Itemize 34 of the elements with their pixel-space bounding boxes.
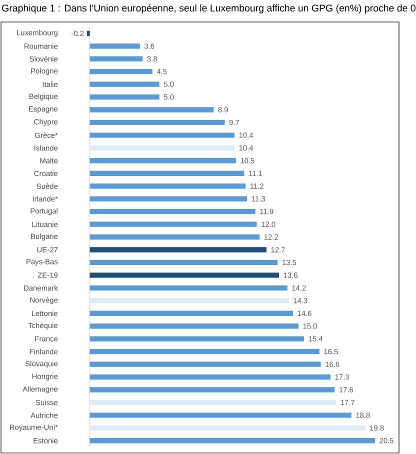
bar	[90, 82, 160, 87]
bar	[90, 145, 235, 151]
bar	[90, 310, 293, 316]
bar	[90, 336, 304, 342]
bar	[90, 285, 288, 291]
bar	[90, 170, 244, 176]
bar	[90, 158, 236, 164]
bar	[90, 208, 256, 214]
bar	[90, 247, 267, 252]
bar	[90, 260, 278, 266]
bar	[90, 400, 336, 406]
bar	[90, 107, 214, 112]
bar	[90, 348, 320, 354]
bar	[90, 425, 366, 431]
bar	[90, 196, 248, 202]
bar	[90, 56, 143, 62]
bar	[90, 324, 299, 329]
bar	[90, 222, 257, 227]
bar	[87, 30, 90, 36]
bar	[90, 132, 235, 138]
bar	[90, 374, 331, 380]
bar	[90, 94, 160, 100]
chart-title: Graphique 1 : Dans l'Union européenne, seul le Luxembourg affiche un GPG (en%) proche de 0	[2, 4, 416, 14]
bar	[90, 387, 335, 392]
bar	[90, 362, 321, 367]
bar	[90, 298, 289, 304]
bar	[90, 234, 260, 240]
bar	[90, 438, 376, 444]
bar	[90, 272, 280, 278]
bar	[90, 68, 152, 74]
bar	[90, 120, 225, 126]
bar	[90, 43, 140, 49]
bar	[90, 183, 246, 189]
bar	[90, 412, 352, 418]
